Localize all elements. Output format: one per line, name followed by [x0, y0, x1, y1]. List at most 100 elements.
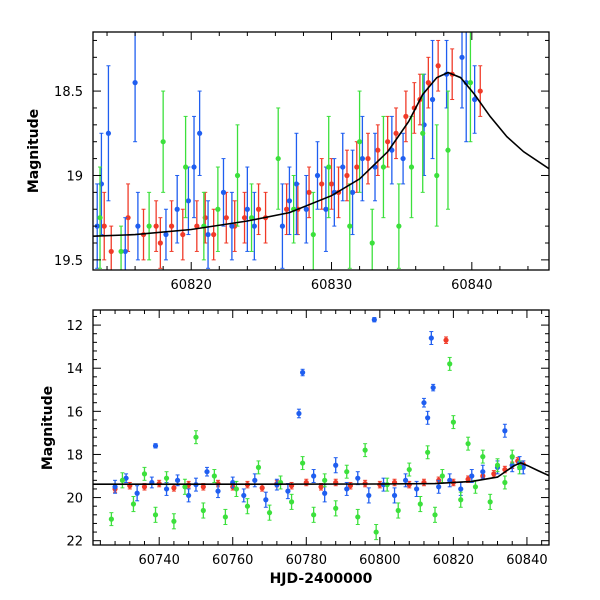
- top-model-curve: [93, 71, 549, 237]
- bottom-y-axis-title: Magnitude: [40, 386, 56, 470]
- bottom-green-point: [494, 462, 501, 468]
- top-blue-point: [163, 231, 169, 238]
- top-green-point: [146, 223, 152, 229]
- bottom-green-point: [458, 497, 464, 503]
- top-blue-point: [279, 223, 286, 229]
- bottom-y-tick-label: 18: [66, 448, 83, 463]
- bottom-green-point: [152, 512, 159, 518]
- bottom-blue-point: [215, 488, 221, 494]
- bottom-blue-point: [296, 410, 302, 417]
- bottom-green-point: [333, 505, 339, 511]
- bottom-blue-point: [300, 369, 306, 376]
- top-panel-frame: [92, 31, 550, 271]
- bottom-red-point: [443, 337, 449, 343]
- top-green-point: [326, 164, 332, 170]
- bottom-green-point: [119, 477, 126, 483]
- bottom-green-point: [222, 514, 228, 520]
- top-green-point: [380, 164, 387, 170]
- bottom-red-point: [141, 484, 148, 490]
- top-green-point: [369, 240, 375, 246]
- top-red-point: [284, 206, 290, 212]
- top-red-point: [354, 164, 360, 170]
- bottom-blue-point: [371, 317, 377, 323]
- top-blue-point: [105, 130, 112, 136]
- bottom-blue-point: [502, 428, 508, 434]
- bottom-green-point: [373, 529, 379, 535]
- top-blue-point: [174, 206, 180, 212]
- top-green-point: [215, 206, 221, 212]
- top-blue-point: [132, 80, 138, 86]
- bottom-blue-point: [322, 490, 328, 496]
- bottom-blue-point: [112, 484, 118, 490]
- bottom-green-point: [141, 471, 148, 477]
- bottom-blue-point: [402, 477, 409, 483]
- bottom-green-point: [487, 499, 493, 505]
- bottom-green-point: [439, 473, 445, 479]
- top-panel: 60820 60830 60840 18.5 19 19.5 Magnitude: [26, 31, 550, 293]
- top-red-point: [375, 147, 381, 153]
- bottom-blue-point: [458, 486, 464, 492]
- bottom-green-point: [362, 447, 368, 453]
- bottom-x-tick-label: 60840: [506, 553, 547, 568]
- top-red-point: [328, 181, 335, 187]
- bottom-green-point: [300, 460, 306, 466]
- top-red-point: [477, 88, 483, 94]
- bottom-green-point: [171, 518, 177, 524]
- bottom-x-tick-label: 60780: [286, 553, 327, 568]
- top-red-point: [157, 240, 163, 246]
- bottom-green-point: [322, 477, 328, 483]
- top-red-point: [125, 215, 131, 221]
- top-red-point: [365, 155, 371, 162]
- bottom-blue-point: [355, 475, 361, 481]
- top-blue-point: [359, 155, 365, 162]
- bottom-green-point: [200, 507, 206, 514]
- bottom-panel: 60740 60760 60780 60800 60820 60840 12 14 16 18 20…: [40, 309, 550, 587]
- top-red-point: [241, 215, 248, 221]
- top-blue-point: [244, 206, 250, 212]
- bottom-y-tick-label: 12: [66, 319, 83, 334]
- bottom-x-tick-label: 60760: [212, 553, 253, 568]
- bottom-blue-point: [252, 477, 258, 483]
- top-green-point: [408, 164, 415, 170]
- top-blue-point: [122, 248, 128, 255]
- bottom-green-point: [355, 514, 361, 520]
- bottom-blue-point: [430, 385, 436, 391]
- top-green-point: [420, 130, 426, 136]
- bottom-green-point: [233, 486, 240, 492]
- top-green-point: [160, 139, 166, 145]
- top-blue-point: [293, 181, 300, 187]
- top-red-point: [306, 189, 312, 195]
- bottom-red-point: [171, 485, 177, 491]
- top-x-tick-label: 60820: [171, 278, 212, 293]
- bottom-model-curve: [93, 462, 549, 485]
- top-green-point: [356, 139, 363, 145]
- top-green-point: [310, 231, 316, 238]
- top-red-point: [211, 231, 217, 238]
- top-y-tick-label: 19.5: [54, 254, 83, 269]
- top-blue-point: [94, 223, 100, 229]
- bottom-blue-point: [344, 486, 350, 492]
- bottom-y-tick-label: 14: [66, 362, 83, 377]
- bottom-blue-point: [366, 492, 372, 499]
- top-y-axis-title: Magnitude: [26, 109, 42, 193]
- bottom-green-point: [465, 441, 471, 447]
- top-red-point: [255, 206, 262, 212]
- bottom-blue-point: [428, 335, 434, 341]
- top-green-point: [396, 223, 402, 229]
- bottom-green-point: [163, 475, 170, 481]
- top-blue-point: [459, 54, 465, 60]
- top-red-point: [435, 63, 441, 69]
- bottom-green-point: [255, 464, 262, 470]
- bottom-blue-point: [163, 486, 170, 492]
- top-blue-point: [205, 231, 211, 238]
- bottom-y-tick-label: 20: [66, 492, 83, 507]
- top-blue-point: [229, 223, 235, 229]
- top-green-point: [275, 155, 281, 162]
- top-blue-point: [340, 164, 346, 170]
- bottom-blue-point: [186, 492, 192, 499]
- bottom-red-point: [465, 476, 471, 482]
- bottom-green-point: [472, 484, 479, 490]
- bottom-y-tick-label: 16: [66, 405, 83, 420]
- top-blue-point: [400, 155, 406, 162]
